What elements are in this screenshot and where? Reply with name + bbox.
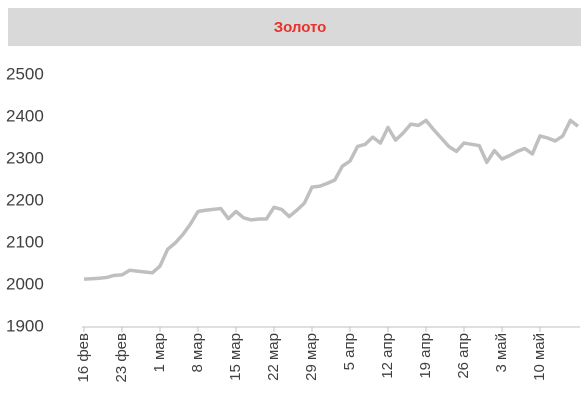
x-tick-label: 10 май xyxy=(531,333,548,381)
y-tick-label: 2500 xyxy=(6,64,44,83)
x-tick-label: 26 апр xyxy=(455,333,472,379)
x-tick-label: 16 фев xyxy=(75,333,92,383)
y-tick-label: 2100 xyxy=(6,232,44,251)
x-tick-label: 5 апр xyxy=(341,333,358,370)
y-tick-label: 1900 xyxy=(6,316,44,335)
x-tick-label: 22 мар xyxy=(265,333,282,381)
x-tick-label: 8 мар xyxy=(189,333,206,373)
y-tick-label: 2400 xyxy=(6,106,44,125)
price-line xyxy=(83,118,580,281)
x-tick-label: 12 апр xyxy=(379,333,396,379)
x-tick-label: 3 май xyxy=(493,333,510,373)
y-tick-label: 2200 xyxy=(6,190,44,209)
y-tick-label: 2300 xyxy=(6,148,44,167)
x-tick-label: 29 мар xyxy=(303,333,320,381)
x-tick-label: 23 фев xyxy=(113,333,130,383)
chart-title: Золото xyxy=(274,19,327,36)
x-tick-label: 15 мар xyxy=(227,333,244,381)
x-tick-label: 19 апр xyxy=(417,333,434,379)
y-tick-label: 2000 xyxy=(6,274,44,293)
header-bar xyxy=(8,8,581,46)
x-tick-label: 1 мар xyxy=(151,333,168,373)
